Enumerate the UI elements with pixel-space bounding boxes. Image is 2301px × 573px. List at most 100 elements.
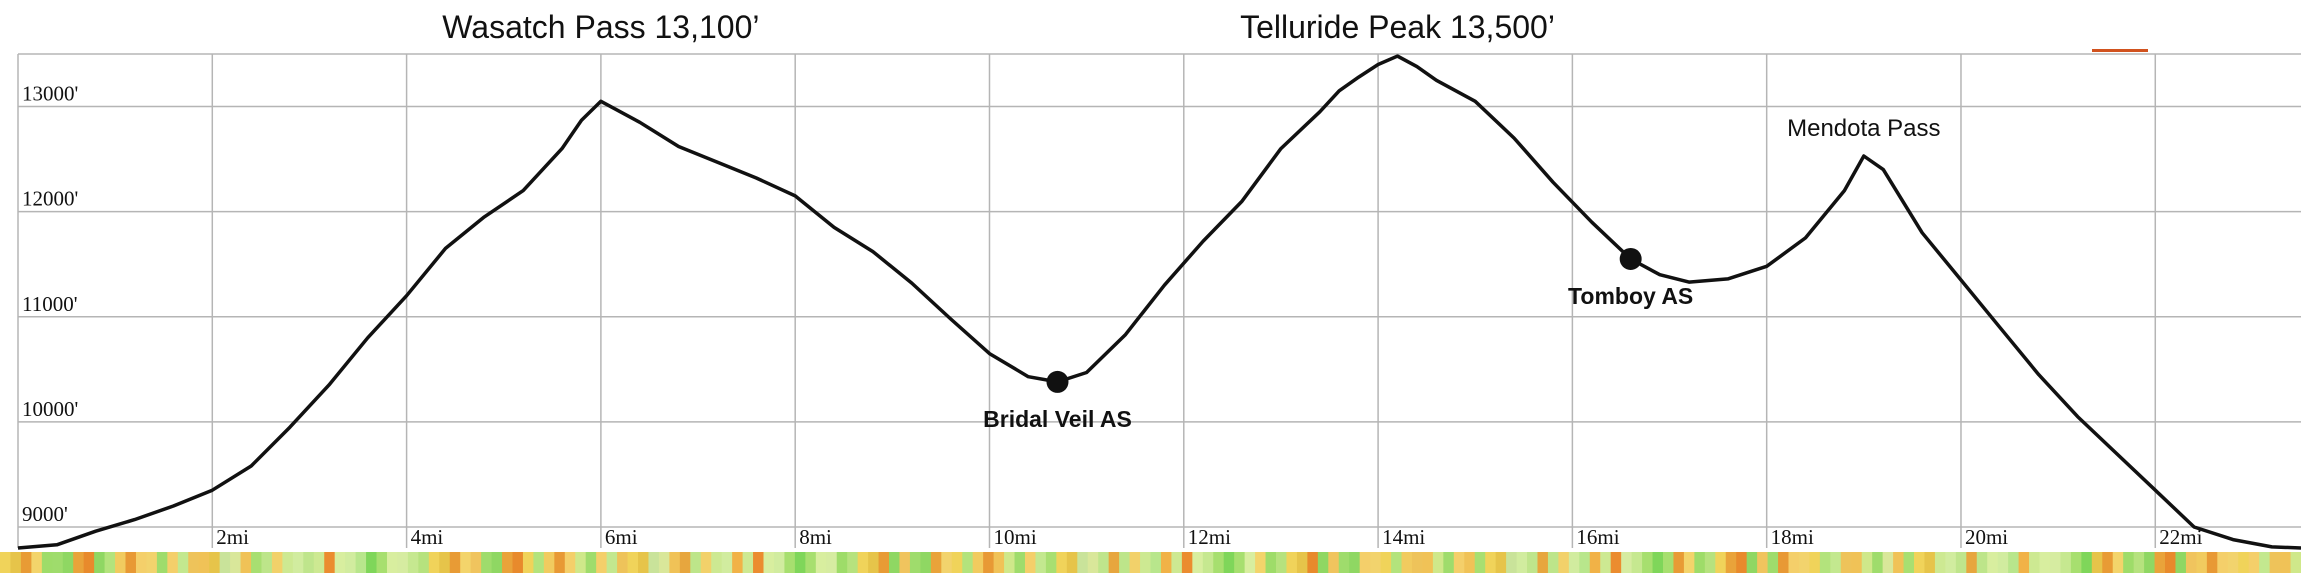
aid-station-label: Bridal Veil AS xyxy=(983,406,1132,432)
gradient-strip-segment xyxy=(1903,552,1915,573)
gradient-strip-segment xyxy=(1788,552,1800,573)
gradient-strip-segment xyxy=(460,552,472,573)
aid-station-label: Tomboy AS xyxy=(1568,283,1693,309)
gradient-strip-segment xyxy=(1579,552,1591,573)
gradient-strip-segment xyxy=(1872,552,1884,573)
gradient-strip-segment xyxy=(1286,552,1298,573)
gradient-strip-segment xyxy=(1474,552,1486,573)
gradient-strip-segment xyxy=(711,552,723,573)
y-tick-label: 13000' xyxy=(22,82,78,106)
x-tick-label: 16mi xyxy=(1576,525,1619,549)
x-tick-label: 2mi xyxy=(216,525,249,549)
aid-station-marker xyxy=(1619,247,1642,270)
gradient-strip-segment xyxy=(1746,552,1758,573)
gradient-strip-segment xyxy=(2175,552,2187,573)
gradient-strip-segment xyxy=(230,552,242,573)
gradient-strip-segment xyxy=(1945,552,1957,573)
gradient-strip-segment xyxy=(52,552,64,573)
gradient-strip-segment xyxy=(146,552,158,573)
gradient-strip xyxy=(0,552,2301,573)
gradient-strip-segment xyxy=(1045,552,1057,573)
gradient-strip-segment xyxy=(617,552,629,573)
gradient-strip-segment xyxy=(1087,552,1099,573)
x-tick-label: 4mi xyxy=(411,525,444,549)
gradient-strip-segment xyxy=(763,552,775,573)
gradient-strip-segment xyxy=(2091,552,2103,573)
x-axis: 2mi 4mi 6mi 8mi 10mi 12mi 14mi 16mi 18mi 20mi 22mi xyxy=(216,525,2202,549)
gradient-strip-segment xyxy=(857,552,869,573)
gradient-strip-segment xyxy=(1851,552,1863,573)
y-tick-label: 10000' xyxy=(22,397,78,421)
gradient-strip-segment xyxy=(2144,552,2156,573)
gradient-strip-segment xyxy=(177,552,189,573)
elevation-series xyxy=(17,54,2301,550)
x-tick-label: 6mi xyxy=(605,525,638,549)
gradient-strip-segment xyxy=(1694,552,1706,573)
gradient-strip-segment xyxy=(2060,552,2072,573)
gradient-strip-segment xyxy=(2049,552,2062,573)
gradient-strip-segment xyxy=(983,552,995,573)
gradient-strip-segment xyxy=(1987,552,1999,573)
gradient-strip-segment xyxy=(1600,552,1612,573)
gradient-strip-segment xyxy=(156,552,168,573)
gradient-strip-segment xyxy=(773,552,786,573)
gradient-strip-segment xyxy=(909,552,921,573)
gradient-strip-segment xyxy=(533,552,545,573)
gradient-strip-segment xyxy=(2290,552,2301,573)
gradient-strip-segment xyxy=(1317,552,1329,573)
gradient-strip-segment xyxy=(993,552,1005,573)
gradient-strip-segment xyxy=(899,552,911,573)
gradient-strip-segment xyxy=(1077,552,1089,573)
gradient-strip-segment xyxy=(1663,552,1675,573)
gradient-strip-segment xyxy=(303,552,315,573)
gradient-strip-segment xyxy=(366,552,378,573)
gradient-strip-segment xyxy=(951,552,963,573)
gradient-strip-segment xyxy=(554,552,566,573)
gradient-strip-segment xyxy=(1213,552,1225,573)
gradient-strip-segment xyxy=(2280,552,2292,573)
gradient-strip-segment xyxy=(0,552,12,573)
gradient-strip-segment xyxy=(2039,552,2051,573)
gradient-strip-segment xyxy=(1976,552,1988,573)
gradient-strip-segment xyxy=(135,552,148,573)
y-axis: 13000' 12000' 11000' 10000' 9000' xyxy=(22,82,78,526)
elevation-line xyxy=(17,54,2301,550)
gradient-strip-segment xyxy=(292,552,304,573)
gradient-strip-segment xyxy=(1621,552,1633,573)
gradient-strip-segment xyxy=(1443,552,1455,573)
gradient-strip-segment xyxy=(1610,552,1622,573)
gradient-strip-segment xyxy=(1537,552,1549,573)
gradient-strip-segment xyxy=(2165,552,2177,573)
gradient-strip-segment xyxy=(1432,552,1444,573)
x-tick-label: 12mi xyxy=(1188,525,1231,549)
gradient-strip-segment xyxy=(1391,552,1403,573)
gradient-strip-segment xyxy=(679,552,691,573)
gradient-strip-segment xyxy=(1056,552,1068,573)
gradient-strip-segment xyxy=(753,552,765,573)
gradient-strip-segment xyxy=(1495,552,1507,573)
gradient-strip-segment xyxy=(732,552,744,573)
gradient-strip-segment xyxy=(805,552,817,573)
grid xyxy=(17,53,2301,548)
gradient-strip-segment xyxy=(83,552,95,573)
gradient-strip-segment xyxy=(1066,552,1078,573)
gradient-strip-segment xyxy=(1934,552,1946,573)
gradient-strip-segment xyxy=(627,552,639,573)
gradient-strip-segment xyxy=(1359,552,1371,573)
gradient-strip-segment xyxy=(2206,552,2218,573)
gradient-strip-segment xyxy=(1631,552,1643,573)
gradient-strip-segment xyxy=(575,552,587,573)
gradient-strip-segment xyxy=(481,552,493,573)
gradient-strip-segment xyxy=(2217,552,2229,573)
gradient-strip-segment xyxy=(889,552,901,573)
gradient-strip-segment xyxy=(73,552,85,573)
gradient-strip-segment xyxy=(669,552,681,573)
gradient-strip-segment xyxy=(930,552,942,573)
gradient-strip-segment xyxy=(2070,552,2082,573)
gradient-strip-segment xyxy=(2238,552,2250,573)
gradient-strip-segment xyxy=(1715,552,1727,573)
gradient-strip-segment xyxy=(941,552,953,573)
aid-station-marker xyxy=(1046,370,1069,393)
gradient-strip-segment xyxy=(878,552,890,573)
gradient-strip-segment xyxy=(1171,552,1183,573)
